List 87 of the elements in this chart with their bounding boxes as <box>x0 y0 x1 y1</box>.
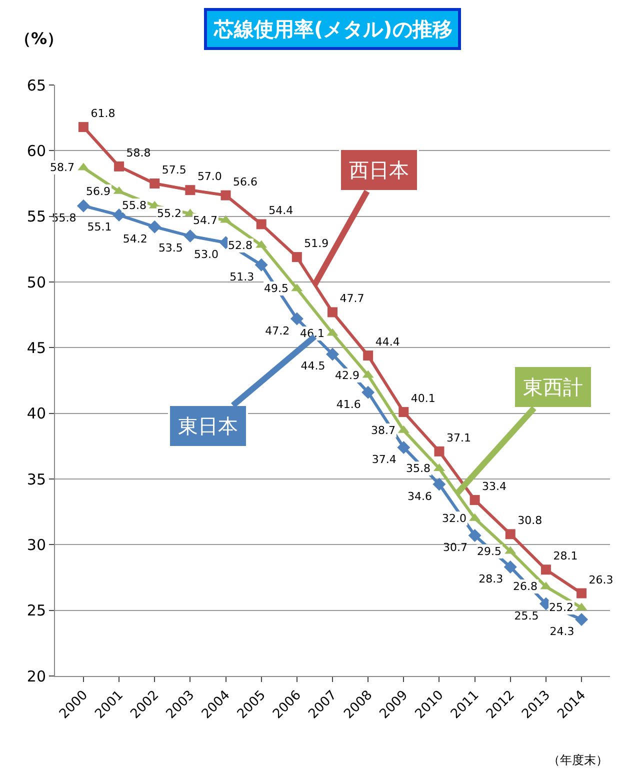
data-label: 44.4 <box>375 336 400 349</box>
data-label: 52.8 <box>228 239 252 252</box>
y-tick-label: 35 <box>26 470 46 488</box>
point <box>434 446 444 456</box>
data-label: 30.7 <box>443 540 468 554</box>
point <box>576 588 587 598</box>
chart-title: 芯線使用率(メタル)の推移 <box>213 17 452 41</box>
data-label: 56.6 <box>233 175 258 188</box>
point <box>397 440 410 454</box>
text: 西日本 <box>349 158 409 182</box>
x-axis-title: （年度末） <box>548 753 608 767</box>
data-label: 32.0 <box>442 512 466 525</box>
point <box>150 178 160 188</box>
data-label: 26.8 <box>513 580 538 593</box>
data-label: 26.3 <box>588 573 614 586</box>
data-label: 35.8 <box>406 462 430 475</box>
point <box>470 495 480 506</box>
data-label: 47.2 <box>265 324 290 338</box>
point <box>114 161 124 172</box>
data-label: 30.8 <box>518 514 542 528</box>
data-label: 51.3 <box>230 270 254 284</box>
data-label: 54.4 <box>268 204 294 218</box>
point <box>112 208 126 222</box>
point <box>398 407 409 418</box>
data-label: 61.8 <box>90 107 116 120</box>
point <box>292 252 302 262</box>
y-tick-label: 50 <box>26 273 46 292</box>
data-label: 25.2 <box>549 601 574 614</box>
data-label: 37.1 <box>446 431 471 444</box>
data-label: 54.7 <box>193 214 218 227</box>
data-label: 29.5 <box>477 545 502 558</box>
point <box>575 613 588 626</box>
y-axis-title: （%） <box>15 29 64 48</box>
point <box>505 529 516 540</box>
point <box>184 230 197 243</box>
y-tick-label: 40 <box>26 404 46 423</box>
y-tick-label: 20 <box>26 667 46 686</box>
data-label: 51.9 <box>304 237 329 250</box>
data-label: 57.5 <box>162 164 186 176</box>
point <box>363 350 374 361</box>
point <box>328 307 338 318</box>
point <box>362 386 375 399</box>
point <box>540 564 551 575</box>
data-label: 25.5 <box>514 609 539 622</box>
data-label: 34.6 <box>407 490 432 503</box>
data-label: 54.2 <box>122 232 148 246</box>
data-label: 47.7 <box>340 292 364 306</box>
point <box>220 190 231 200</box>
y-tick-label: 60 <box>26 142 46 160</box>
y-tick-label: 25 <box>26 602 46 620</box>
data-label: 33.4 <box>482 480 507 494</box>
point <box>326 348 339 361</box>
point <box>290 312 304 326</box>
data-label: 42.9 <box>335 369 360 382</box>
data-label: 58.7 <box>50 161 74 174</box>
point <box>432 478 446 491</box>
data-label: 24.3 <box>550 625 574 638</box>
data-label: 49.5 <box>264 282 288 295</box>
data-label: 38.7 <box>371 424 396 437</box>
data-label: 53.5 <box>158 242 183 255</box>
y-tick-label: 55 <box>26 208 46 226</box>
y-tick-label: 65 <box>26 76 46 94</box>
y-tick-label: 30 <box>26 536 46 554</box>
data-label: 55.8 <box>122 199 146 212</box>
point <box>504 560 517 574</box>
data-label: 55.1 <box>87 220 112 234</box>
point <box>254 258 268 272</box>
data-label: 28.3 <box>478 572 504 586</box>
point <box>185 185 196 196</box>
point <box>468 528 482 542</box>
point <box>78 122 88 132</box>
point <box>76 199 90 212</box>
data-label: 41.6 <box>336 398 361 411</box>
text: 東日本 <box>178 414 238 438</box>
point <box>256 219 266 230</box>
data-label: 57.0 <box>197 170 222 184</box>
data-label: 55.2 <box>157 207 182 220</box>
data-label: 53.0 <box>194 248 219 262</box>
data-label: 56.9 <box>86 185 110 198</box>
data-label: 44.5 <box>300 360 326 373</box>
data-label: 28.1 <box>553 550 578 563</box>
text: 東西計 <box>523 375 583 399</box>
point <box>148 220 162 234</box>
data-label: 40.1 <box>410 392 436 406</box>
data-label: 58.8 <box>126 146 151 160</box>
data-label: 37.4 <box>372 452 396 466</box>
y-tick-label: 45 <box>26 338 46 357</box>
